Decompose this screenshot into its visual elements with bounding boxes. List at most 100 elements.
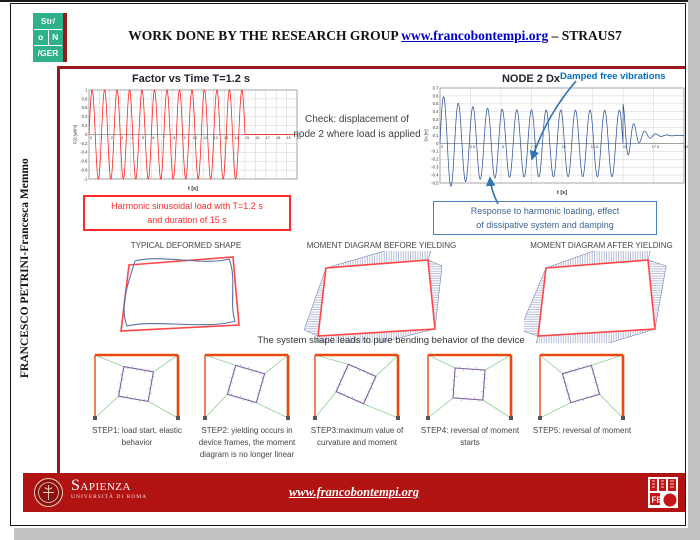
svg-text:9: 9 (184, 136, 186, 140)
load-caption-line1: Harmonic sinusoidal load with T=1.2 s (111, 201, 263, 211)
svg-text:0: 0 (90, 136, 92, 140)
svg-text:14: 14 (234, 136, 238, 140)
deformed-shape-title: TYPICAL DEFORMED SHAPE (130, 241, 242, 250)
svg-text:-0.2: -0.2 (431, 157, 439, 162)
svg-text:-0.1: -0.1 (431, 149, 439, 154)
svg-text:19: 19 (286, 136, 290, 140)
svg-text:t [s]: t [s] (557, 190, 567, 195)
load-caption-line2: and duration of 15 s (147, 214, 227, 225)
fb-stamp-icon: FB (647, 476, 679, 509)
logo-line-3: /GER (37, 48, 59, 58)
step3-caption: STEP3:maximum value of curvature and mom… (310, 426, 404, 447)
logo-red-bar (63, 13, 67, 62)
slide-title-suffix: – STRAUS7 (548, 28, 622, 43)
svg-text:t [s]: t [s] (188, 186, 198, 191)
svg-text:12.5: 12.5 (591, 145, 598, 149)
step2-caption: STEP2: yielding occurs in device frames,… (198, 426, 296, 459)
window-top-border (0, 0, 700, 2)
svg-text:0.3: 0.3 (433, 117, 439, 122)
svg-text:-0.2: -0.2 (80, 141, 88, 146)
svg-text:8: 8 (173, 136, 175, 140)
svg-text:0.2: 0.2 (433, 125, 439, 130)
svg-text:20: 20 (297, 136, 301, 140)
svg-text:-0.6: -0.6 (80, 159, 88, 164)
sapienza-name: Sapienza (71, 477, 131, 494)
svg-text:17: 17 (266, 136, 270, 140)
sapienza-wordmark: Sapienza Università di Roma (71, 477, 147, 500)
svg-text:Dx [m]: Dx [m] (424, 129, 429, 141)
header-website-link[interactable]: www.francobontempi.org (401, 28, 549, 43)
step5-diagram (538, 353, 625, 420)
damped-free-vibrations-label: Damped free vibrations (560, 71, 666, 82)
svg-text:5: 5 (142, 136, 144, 140)
svg-text:15: 15 (623, 145, 627, 149)
svg-text:0: 0 (85, 132, 88, 137)
svg-text:-0.4: -0.4 (431, 172, 439, 177)
moment-after-diagram (524, 251, 667, 343)
svg-text:0.7: 0.7 (433, 85, 439, 90)
svg-text:3: 3 (121, 136, 123, 140)
sapienza-emblem-icon (34, 478, 63, 507)
sapienza-subtitle: Università di Roma (71, 494, 148, 500)
svg-text:-1: -1 (84, 176, 88, 181)
svg-text:0.8: 0.8 (82, 96, 88, 101)
svg-text:17.5: 17.5 (652, 145, 659, 149)
moment-after-title: MOMENT DIAGRAM AFTER YIELDING (530, 241, 673, 250)
logo-line-2-right: N (52, 32, 59, 42)
load-factor-chart: 10.80.60.40.20-0.2-0.4-0.6-0.8-10 1 2 3 4 5 6 7… (73, 87, 301, 191)
svg-text:0: 0 (441, 145, 443, 149)
svg-text:16: 16 (255, 136, 259, 140)
slide: Str/ o N /GER WORK DONE BY THE RESEARCH … (10, 3, 688, 526)
svg-text:F(t) [adim]: F(t) [adim] (73, 125, 78, 144)
response-caption-line1: Response to harmonic loading, effect (470, 206, 620, 216)
bending-note: The system shape leads to pure bending b… (257, 335, 525, 346)
step5-caption: STEP5: reversal of moment (532, 426, 632, 435)
svg-text:12: 12 (214, 136, 218, 140)
svg-text:0: 0 (436, 141, 439, 146)
logo-line-2-left: o (34, 30, 49, 45)
check-note: Check: displacement of node 2 where load… (293, 114, 421, 140)
step1-diagram (93, 353, 180, 420)
load-caption: Harmonic sinusoidal load with T=1.2 s an… (83, 195, 291, 231)
step2-diagram (203, 353, 290, 420)
moment-before-title: MOMENT DIAGRAM BEFORE YIELDING (306, 241, 457, 250)
svg-text:1: 1 (85, 87, 88, 92)
svg-text:FB: FB (652, 496, 663, 505)
step1-caption: STEP1: load start, elastic behavior (92, 426, 182, 447)
svg-text:0.5: 0.5 (433, 101, 439, 106)
step4-diagram (426, 353, 513, 420)
moment-before-diagram (304, 251, 443, 343)
footer-website-link[interactable]: www.francobontempi.org (288, 485, 420, 499)
svg-text:0.6: 0.6 (433, 93, 439, 98)
svg-text:5: 5 (502, 145, 504, 149)
svg-text:-0.5: -0.5 (431, 180, 439, 185)
slide-title-prefix: WORK DONE BY THE RESEARCH GROUP (128, 28, 402, 43)
svg-text:-0.3: -0.3 (431, 165, 439, 170)
svg-text:0.1: 0.1 (433, 133, 439, 138)
viewer-gray-margin-right (688, 0, 700, 540)
svg-text:0.4: 0.4 (433, 109, 439, 114)
svg-text:6: 6 (152, 136, 154, 140)
response-caption: Response to harmonic loading, effect of … (433, 201, 657, 235)
svg-text:0.2: 0.2 (82, 123, 88, 128)
svg-text:15: 15 (245, 136, 249, 140)
svg-text:2: 2 (111, 136, 113, 140)
svg-text:11: 11 (203, 136, 207, 140)
svg-text:18: 18 (276, 136, 280, 140)
svg-text:20: 20 (684, 145, 688, 149)
svg-text:-0.8: -0.8 (80, 168, 88, 173)
stronger-logo: Str/ o N /GER (33, 13, 63, 62)
step4-caption: STEP4: reversal of moment starts (420, 426, 520, 447)
svg-text:10: 10 (562, 145, 566, 149)
header-divider (57, 66, 685, 69)
svg-text:0.4: 0.4 (82, 114, 88, 119)
step3-diagram (313, 353, 400, 420)
svg-text:-0.4: -0.4 (80, 150, 88, 155)
node2-displacement-chart: 0.70.60.50.40.30.20.10-0.1-0.2-0.3-0.4-0… (424, 85, 688, 195)
svg-text:2.5: 2.5 (470, 145, 475, 149)
viewer-gray-margin-bottom (14, 528, 688, 540)
sidebar-divider (57, 66, 60, 473)
footer-link-wrap: www.francobontempi.org (23, 485, 685, 500)
deformed-shape-diagram (120, 256, 240, 332)
footer-bar: Sapienza Università di Roma www.francobo… (23, 473, 685, 512)
